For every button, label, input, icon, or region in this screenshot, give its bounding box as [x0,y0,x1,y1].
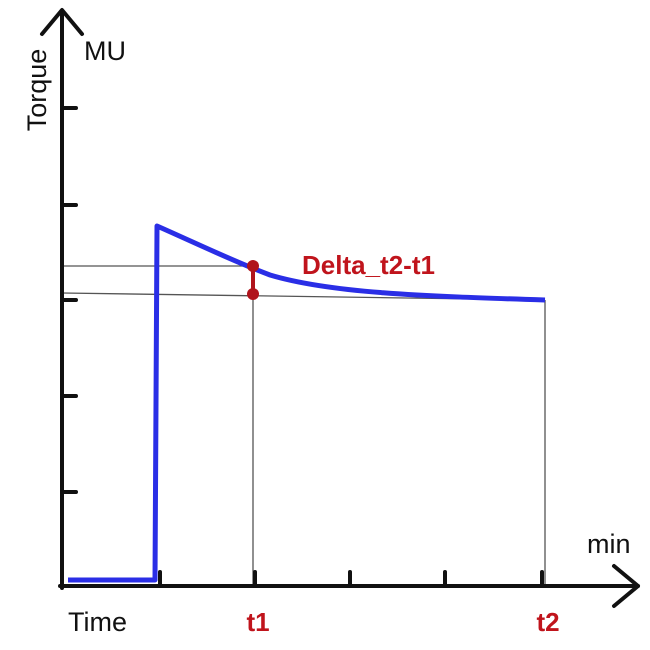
x-axis-label: Time [68,607,127,637]
axes [40,8,640,608]
guide-lines [61,265,546,585]
x-unit: min [587,529,631,559]
y-unit: MU [84,36,126,66]
y-axis-label: Torque [22,49,52,132]
delta-label: Delta_t2-t1 [302,250,435,280]
delta-marker [247,260,259,300]
t2-label: t2 [536,607,559,637]
t1-label: t1 [246,607,269,637]
torque-curve [68,223,546,583]
